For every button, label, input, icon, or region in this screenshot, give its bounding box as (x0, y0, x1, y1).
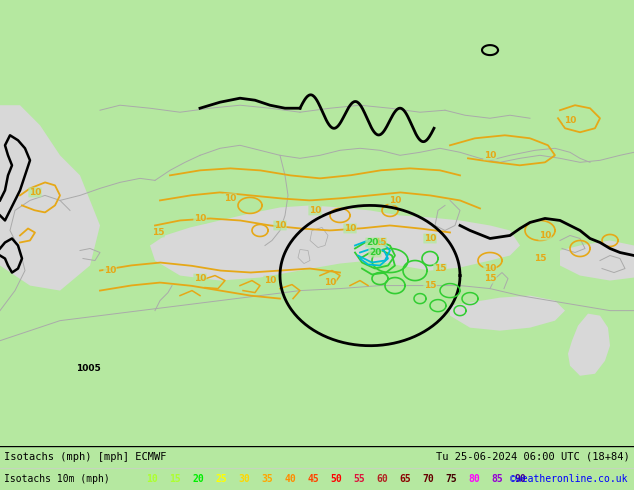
Text: 20: 20 (369, 248, 381, 257)
Text: 35: 35 (261, 474, 273, 484)
Text: 75: 75 (445, 474, 457, 484)
Text: 10: 10 (29, 188, 41, 197)
Text: 15: 15 (534, 254, 547, 263)
Text: 10: 10 (274, 221, 286, 230)
Text: 55: 55 (353, 474, 365, 484)
Polygon shape (298, 249, 310, 264)
Text: 15: 15 (434, 264, 446, 273)
Text: 10: 10 (194, 214, 206, 223)
Text: 70: 70 (422, 474, 434, 484)
Text: 10: 10 (309, 206, 321, 215)
Polygon shape (310, 227, 328, 247)
Text: 10: 10 (146, 474, 158, 484)
Text: 10: 10 (194, 274, 206, 283)
Polygon shape (450, 295, 565, 331)
Text: 15: 15 (152, 228, 164, 237)
Text: 50: 50 (330, 474, 342, 484)
Text: 1005: 1005 (75, 364, 100, 373)
Text: 10: 10 (424, 234, 436, 243)
Text: 25: 25 (215, 474, 227, 484)
Text: 15: 15 (484, 274, 496, 283)
Text: 80: 80 (468, 474, 480, 484)
Text: Isotachs 10m (mph): Isotachs 10m (mph) (4, 474, 110, 484)
Polygon shape (150, 205, 520, 281)
Text: 10: 10 (564, 116, 576, 125)
Text: 15: 15 (169, 474, 181, 484)
Text: 10: 10 (224, 194, 236, 203)
Text: 65: 65 (399, 474, 411, 484)
Text: 10: 10 (539, 231, 551, 240)
Text: 90: 90 (514, 474, 526, 484)
Text: 40: 40 (284, 474, 296, 484)
Text: 10: 10 (324, 278, 336, 287)
Text: 15: 15 (374, 238, 386, 247)
Text: 45: 45 (307, 474, 319, 484)
Text: 85: 85 (491, 474, 503, 484)
Text: 10: 10 (104, 266, 116, 275)
Text: 20: 20 (192, 474, 204, 484)
Text: ©weatheronline.co.uk: ©weatheronline.co.uk (510, 474, 628, 484)
Text: 20: 20 (366, 238, 378, 247)
Text: Tu 25-06-2024 06:00 UTC (18+84): Tu 25-06-2024 06:00 UTC (18+84) (436, 452, 630, 462)
Text: 10: 10 (484, 151, 496, 160)
Polygon shape (568, 314, 610, 376)
Text: 10: 10 (389, 196, 401, 205)
Text: 60: 60 (376, 474, 388, 484)
Polygon shape (560, 241, 634, 281)
Text: 10: 10 (264, 276, 276, 285)
Text: 30: 30 (238, 474, 250, 484)
Text: Isotachs (mph) [mph] ECMWF: Isotachs (mph) [mph] ECMWF (4, 452, 167, 462)
Text: 10: 10 (344, 224, 356, 233)
Text: 10: 10 (484, 264, 496, 273)
Text: 15: 15 (424, 281, 436, 290)
Polygon shape (0, 105, 100, 291)
